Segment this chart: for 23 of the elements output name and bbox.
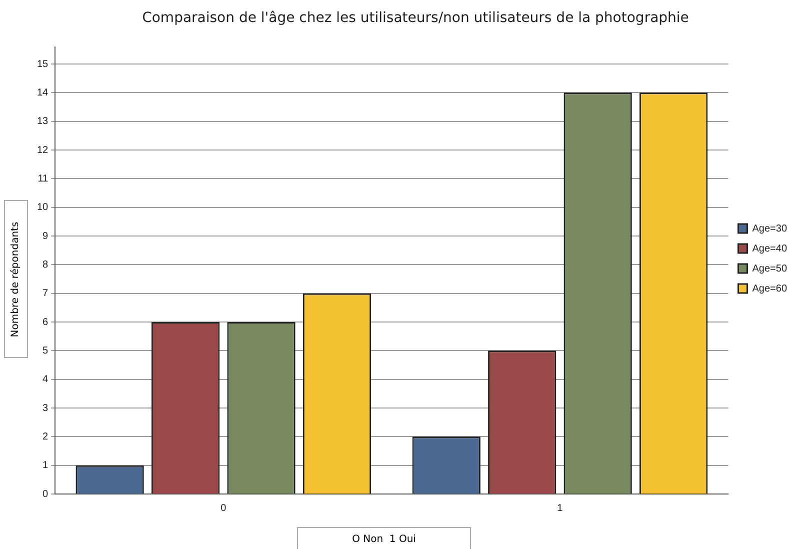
y-tick-label: 13: [37, 116, 49, 128]
y-tick-label: 14: [37, 87, 49, 98]
y-tick-label: 6: [42, 316, 49, 328]
chart-title: Comparaison de l'âge chez les utilisateurs/non utilisateurs de la photographie: [142, 10, 689, 26]
y-axis-title: Nombre de répondants: [10, 221, 22, 337]
y-tick-label: 7: [42, 288, 49, 300]
y-tick-label: 0: [42, 488, 49, 500]
y-tick-label: 1: [42, 460, 49, 472]
legend-label: Age=50: [752, 263, 788, 274]
x-axis-title: O Non 1 Oui: [297, 527, 471, 549]
y-tick-label: 5: [42, 345, 49, 356]
legend-label: Age=30: [752, 223, 788, 234]
legend-label: Age=60: [752, 283, 788, 294]
y-tick-label: 2: [42, 431, 49, 442]
y-tick-label: 9: [42, 230, 49, 242]
y-tick-label: 10: [37, 202, 49, 214]
legend-label: Age=40: [752, 243, 788, 254]
y-tick-label: 4: [42, 374, 49, 386]
y-tick-label: 12: [37, 144, 49, 156]
y-tick-label: 11: [38, 173, 49, 184]
y-tick-label: 3: [42, 402, 49, 414]
y-tick-label: 15: [37, 58, 49, 70]
y-tick-label: 8: [42, 259, 49, 270]
